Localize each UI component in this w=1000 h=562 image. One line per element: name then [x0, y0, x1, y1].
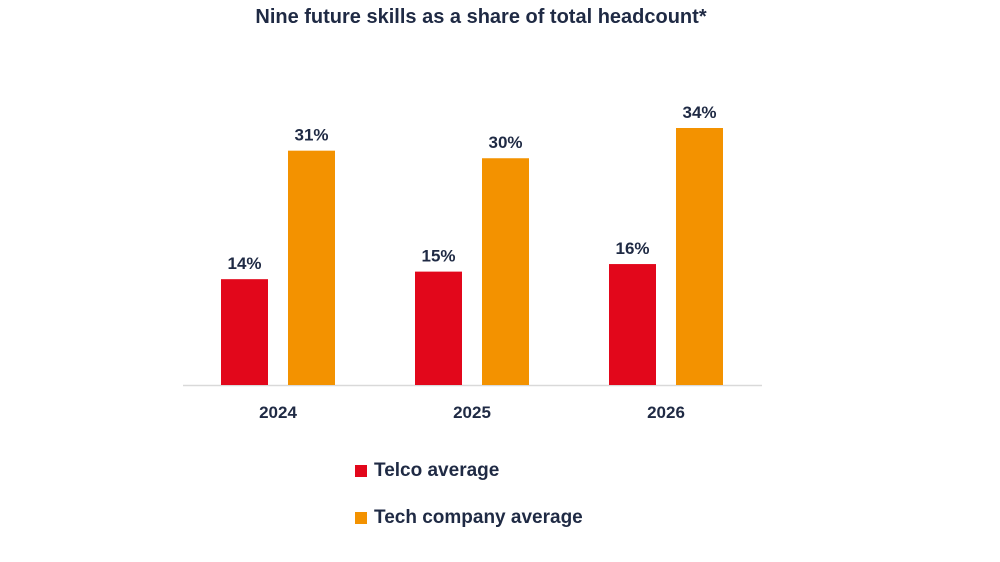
data-label: 34%	[682, 103, 716, 122]
x-tick-label: 2024	[259, 403, 297, 422]
x-tick-label: 2025	[453, 403, 491, 422]
legend-swatch-tech	[355, 512, 367, 524]
x-tick-label: 2026	[647, 403, 685, 422]
data-label: 14%	[227, 254, 261, 273]
bar-2025-telco	[415, 271, 462, 385]
chart-title: Nine future skills as a share of total h…	[255, 6, 707, 28]
bar-2024-telco	[221, 279, 268, 385]
legend-item-tech: Tech company average	[355, 507, 583, 529]
data-label: 16%	[615, 239, 649, 258]
bar-2025-tech	[482, 158, 529, 385]
legend-swatch-telco	[355, 465, 367, 477]
legend-item-telco: Telco average	[355, 460, 499, 482]
bar-2024-tech	[288, 150, 335, 385]
data-label: 30%	[488, 133, 522, 152]
legend-label: Telco average	[374, 460, 500, 481]
bar-2026-tech	[676, 128, 723, 385]
bar-2026-telco	[609, 264, 656, 385]
legend-label: Tech company average	[374, 507, 583, 528]
data-label: 15%	[421, 247, 455, 266]
data-label: 31%	[294, 126, 328, 145]
